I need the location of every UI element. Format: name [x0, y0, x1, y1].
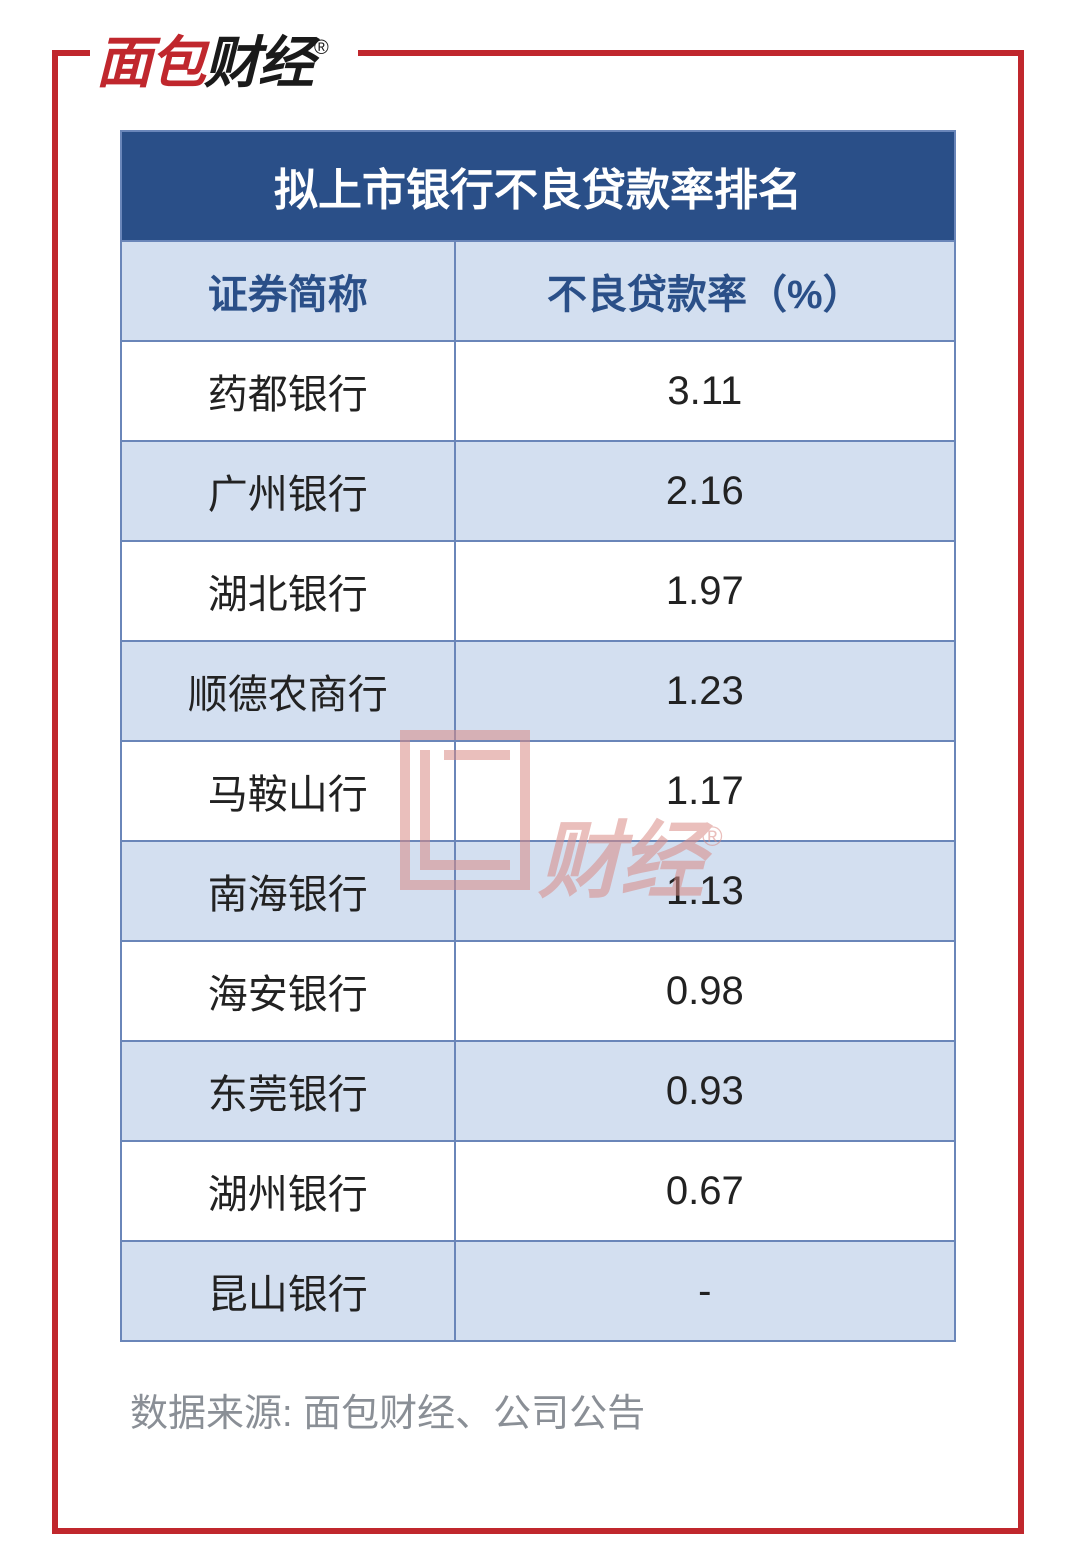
table-row: 马鞍山行1.17	[121, 741, 955, 841]
cell-name: 药都银行	[121, 341, 455, 441]
cell-rate: 3.11	[455, 341, 955, 441]
cell-rate: 1.97	[455, 541, 955, 641]
table-row: 顺德农商行1.23	[121, 641, 955, 741]
table-row: 药都银行3.11	[121, 341, 955, 441]
registered-icon: ®	[314, 37, 329, 60]
col-header-name: 证券简称	[121, 241, 455, 341]
logo-char-1: 面	[96, 31, 150, 94]
brand-logo: 面包财经 ®	[96, 18, 327, 99]
cell-name: 湖州银行	[121, 1141, 455, 1241]
cell-rate: 0.67	[455, 1141, 955, 1241]
table-row: 东莞银行0.93	[121, 1041, 955, 1141]
main-content: 拟上市银行不良贷款率排名 证券简称 不良贷款率（%） 药都银行3.11 广州银行…	[120, 130, 956, 1437]
table-row: 海安银行0.98	[121, 941, 955, 1041]
table-row: 湖州银行0.67	[121, 1141, 955, 1241]
npl-ranking-table: 拟上市银行不良贷款率排名 证券简称 不良贷款率（%） 药都银行3.11 广州银行…	[120, 130, 956, 1342]
cell-name: 昆山银行	[121, 1241, 455, 1341]
cell-rate: 2.16	[455, 441, 955, 541]
logo-chars-rest: 财经	[204, 31, 312, 94]
cell-name: 海安银行	[121, 941, 455, 1041]
table-row: 湖北银行1.97	[121, 541, 955, 641]
cell-name: 湖北银行	[121, 541, 455, 641]
cell-name: 广州银行	[121, 441, 455, 541]
table-row: 广州银行2.16	[121, 441, 955, 541]
cell-name: 顺德农商行	[121, 641, 455, 741]
cell-rate: 1.13	[455, 841, 955, 941]
logo-char-2: 包	[150, 31, 204, 94]
cell-rate: -	[455, 1241, 955, 1341]
cell-rate: 0.98	[455, 941, 955, 1041]
table-row: 南海银行1.13	[121, 841, 955, 941]
cell-name: 南海银行	[121, 841, 455, 941]
table-title: 拟上市银行不良贷款率排名	[121, 131, 955, 241]
cell-name: 马鞍山行	[121, 741, 455, 841]
cell-rate: 1.17	[455, 741, 955, 841]
col-header-rate: 不良贷款率（%）	[455, 241, 955, 341]
cell-rate: 1.23	[455, 641, 955, 741]
data-source-note: 数据来源: 面包财经、公司公告	[120, 1382, 956, 1437]
cell-name: 东莞银行	[121, 1041, 455, 1141]
cell-rate: 0.93	[455, 1041, 955, 1141]
table-row: 昆山银行-	[121, 1241, 955, 1341]
